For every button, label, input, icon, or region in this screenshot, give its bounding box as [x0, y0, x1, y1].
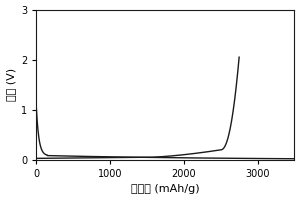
Y-axis label: 电压 (V): 电压 (V): [6, 68, 16, 101]
X-axis label: 比容量 (mAh/g): 比容量 (mAh/g): [131, 184, 200, 194]
